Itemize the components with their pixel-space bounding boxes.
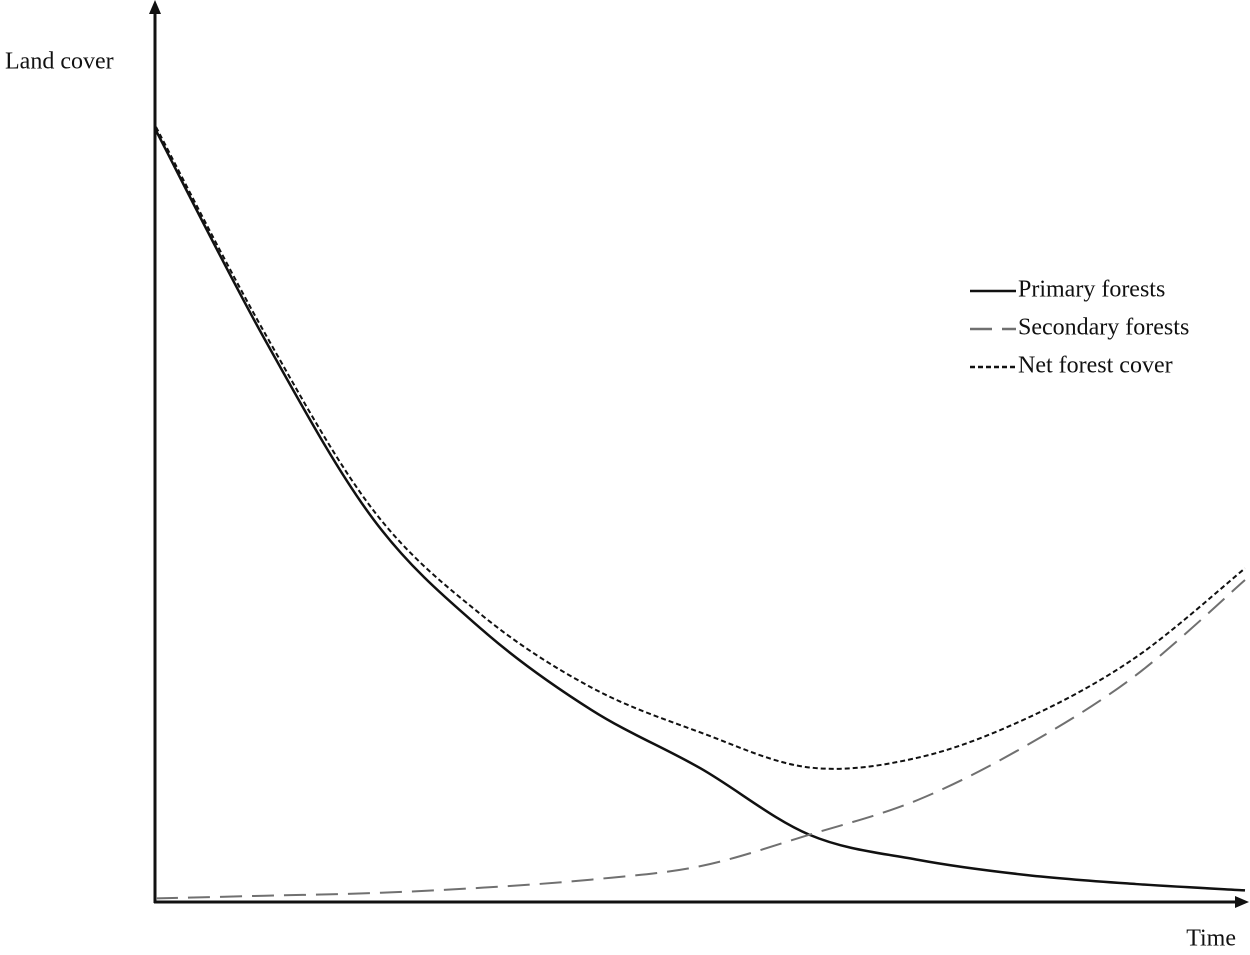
- series-line: [154, 130, 1246, 892]
- legend: Primary forests Secondary forests Net fore…: [970, 277, 1189, 379]
- legend-label: Net forest cover: [1018, 353, 1173, 379]
- legend-label: Secondary forests: [1018, 315, 1189, 341]
- y-axis-arrow: [149, 0, 161, 14]
- y-axis-label: Land cover: [5, 49, 114, 75]
- legend-label: Primary forests: [1018, 277, 1165, 303]
- x-axis-label: Time: [1186, 926, 1236, 952]
- x-axis-arrow: [1235, 896, 1249, 908]
- series-line: [155, 579, 1246, 900]
- series-line: [155, 126, 1246, 770]
- plot-area: [154, 126, 1246, 900]
